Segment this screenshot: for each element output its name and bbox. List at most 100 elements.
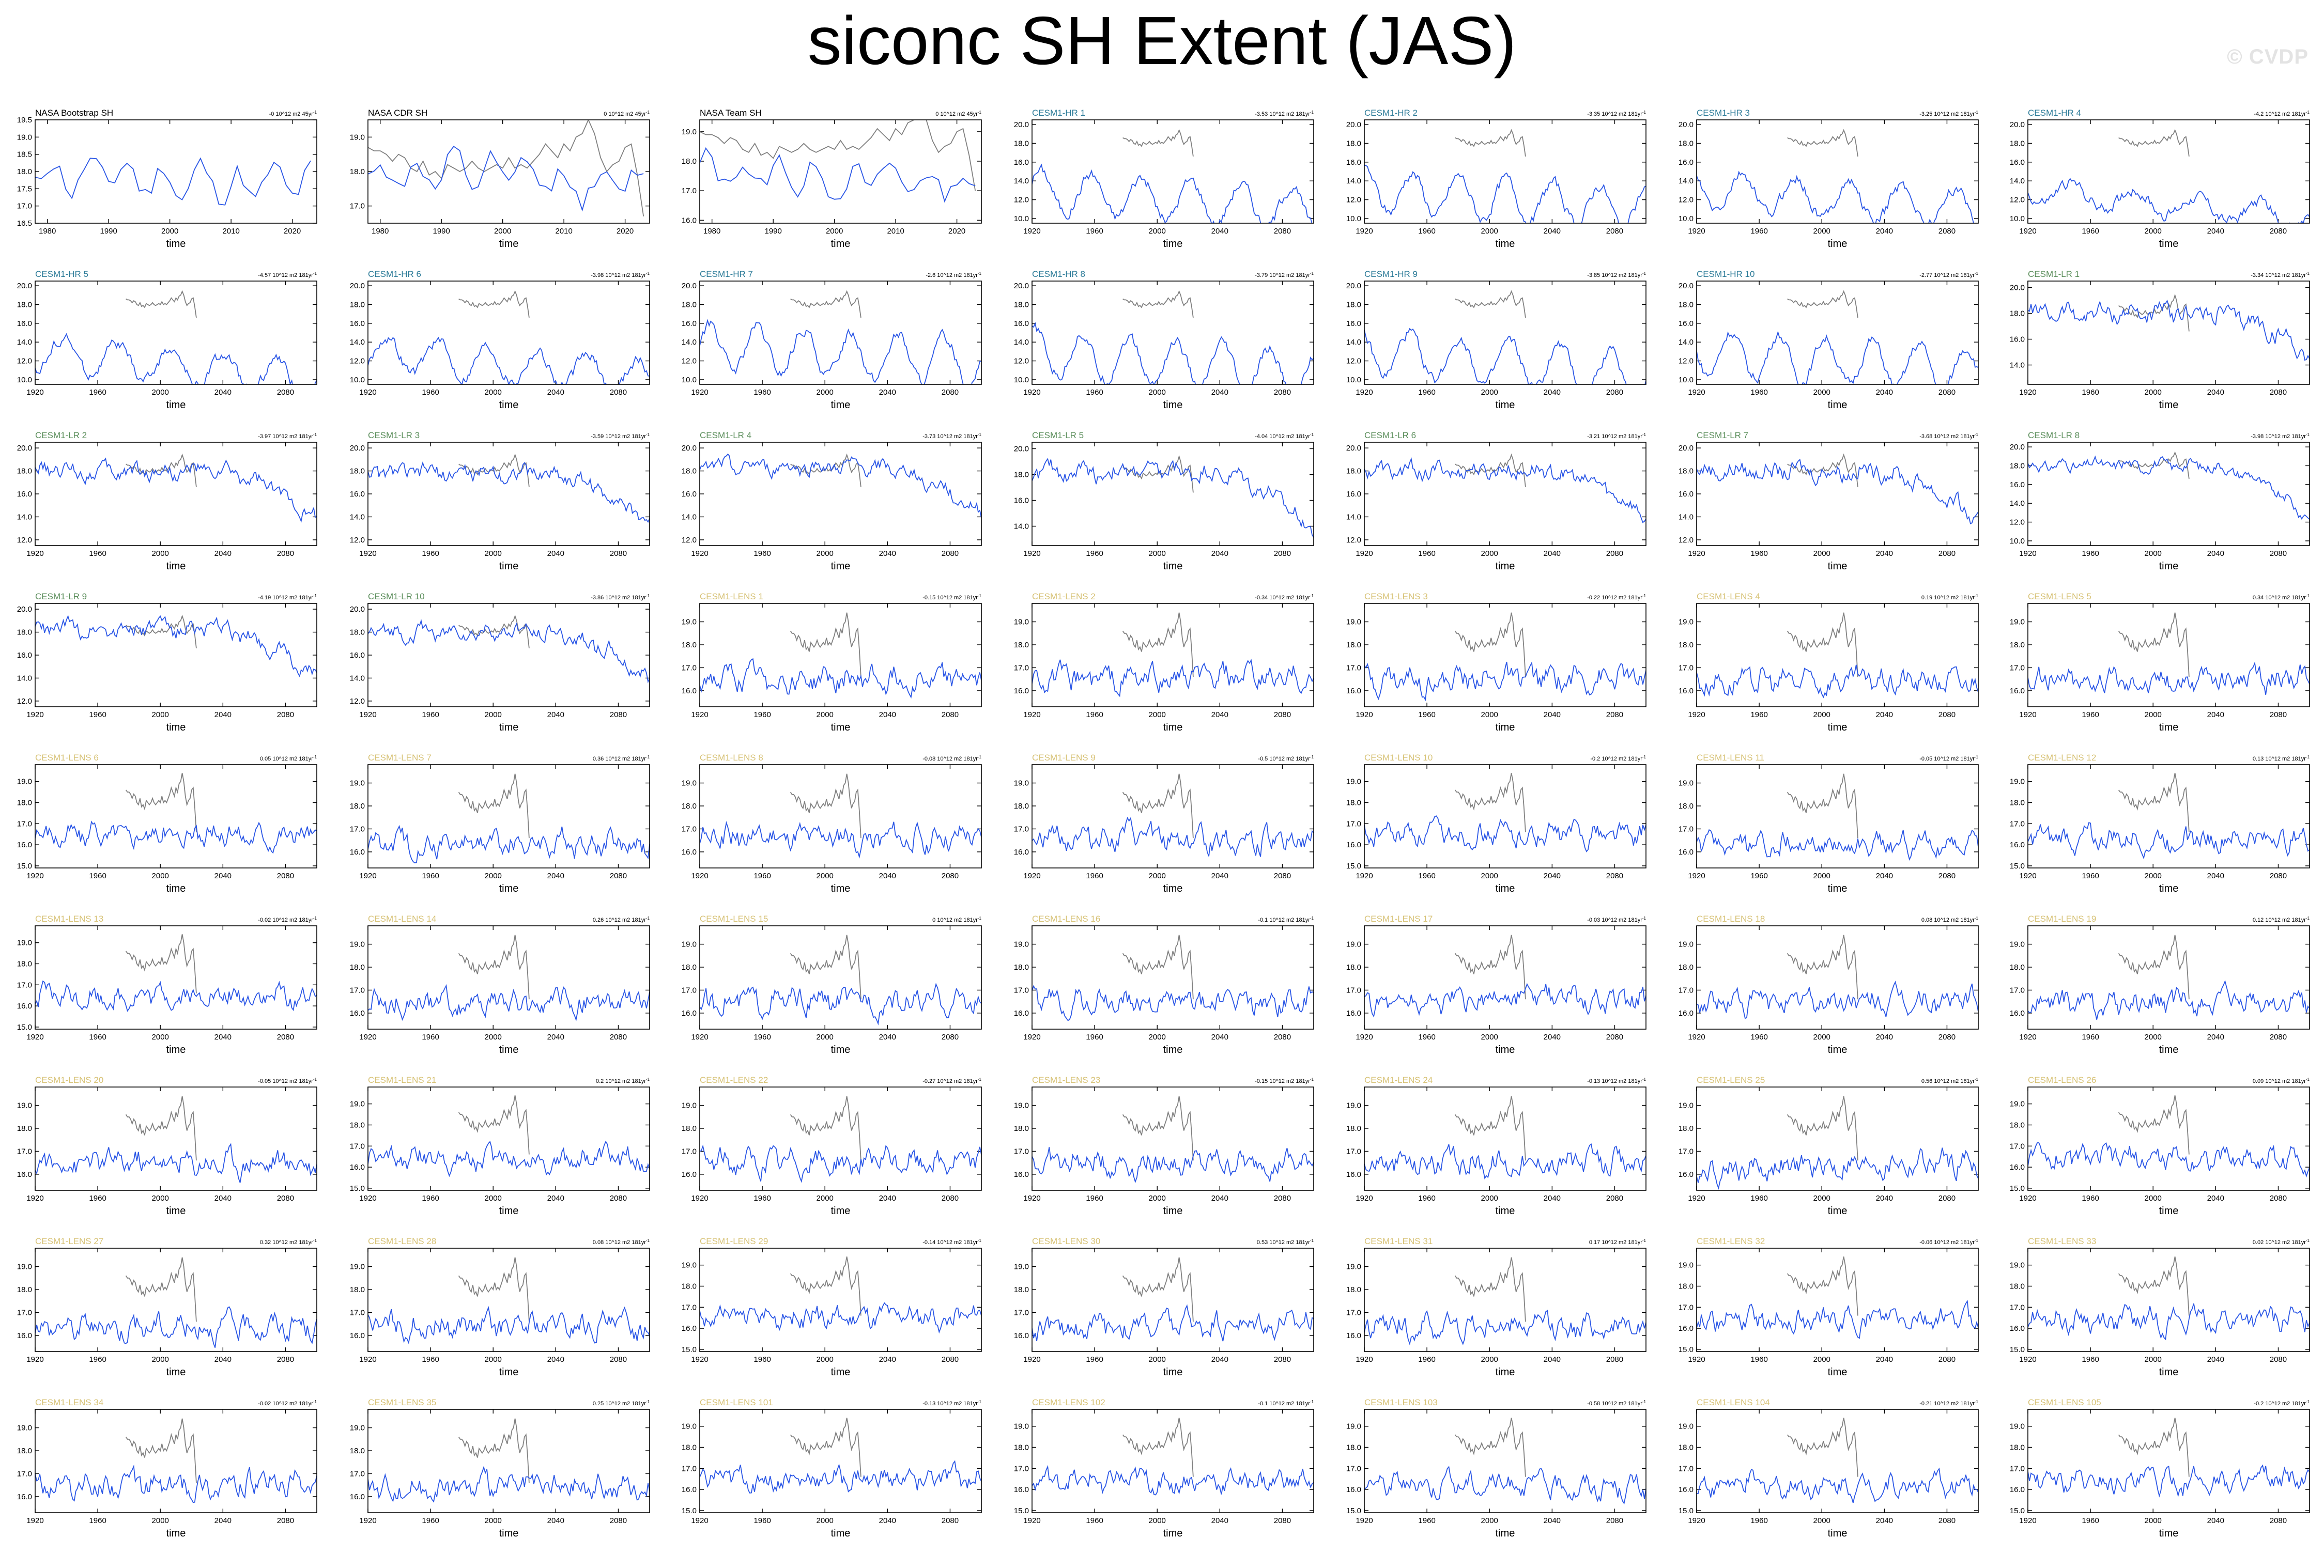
plot-frame — [1032, 925, 1314, 1030]
x-tick-label: 1960 — [753, 388, 771, 397]
observed-series-line — [2118, 293, 2190, 332]
panel-cesm1-lens-3: CESM1-LENS 3 -0.22 10^12 m2 181yr-1 16.0 17… — [1346, 592, 1646, 733]
y-tick-label: 17.0 — [1014, 825, 1029, 833]
x-axis-label: time — [831, 1367, 851, 1378]
x-tick-label: 2080 — [1274, 549, 1291, 558]
plot-frame — [35, 603, 317, 707]
observed-series-line — [458, 773, 530, 839]
y-tick-label: 17.0 — [350, 1469, 365, 1478]
y-tick-label: 12.0 — [1346, 357, 1361, 366]
panel-trend-label: -0.2 10^12 m2 181yr-1 — [2254, 1400, 2310, 1407]
panel-cesm1-lens-23: CESM1-LENS 23 -0.15 10^12 m2 181yr-1 16.0 1… — [1014, 1075, 1314, 1217]
panel-title: CESM1-LENS 30 — [1032, 1236, 1100, 1246]
x-tick-label: 2000 — [485, 388, 502, 397]
panel-cesm1-lr-2: CESM1-LR 2 -3.97 10^12 m2 181yr-1 12.0 14.0… — [17, 430, 317, 572]
plot-frame — [1696, 119, 1979, 224]
x-tick-label: 2000 — [1149, 872, 1166, 880]
panel-title: CESM1-LENS 22 — [700, 1075, 768, 1085]
panel-title: CESM1-HR 5 — [35, 269, 88, 279]
plot-frame — [35, 764, 317, 868]
y-tick-label: 14.0 — [1679, 177, 1694, 185]
x-tick-label: 1960 — [1086, 710, 1103, 719]
panel-cesm1-lens-105: CESM1-LENS 105 -0.2 10^12 m2 181yr-115.01… — [2010, 1398, 2310, 1539]
y-tick-label: 18.0 — [17, 1285, 32, 1294]
x-tick-label: 2000 — [152, 388, 169, 397]
y-tick-label: 19.0 — [350, 1100, 365, 1109]
y-tick-label: 14.0 — [17, 674, 32, 682]
observed-series-line — [2118, 1095, 2190, 1155]
panel-trend-label: 0.05 10^12 m2 181yr-1 — [260, 755, 317, 762]
panel-title: CESM1-LENS 27 — [35, 1236, 103, 1246]
x-tick-label: 1920 — [26, 1355, 43, 1364]
plot-frame — [699, 119, 982, 224]
x-tick-label: 1920 — [691, 388, 708, 397]
observed-series-line — [1454, 1096, 1526, 1161]
x-tick-label: 1980 — [39, 227, 56, 236]
x-axis-label: time — [831, 399, 851, 411]
y-tick-label: 16.0 — [1014, 1170, 1029, 1179]
x-tick-label: 2000 — [152, 710, 169, 719]
x-tick-label: 2080 — [2270, 1516, 2287, 1525]
panel-trend-label: -3.79 10^12 m2 181yr-1 — [1255, 271, 1314, 278]
x-tick-label: 1920 — [1688, 710, 1705, 719]
y-tick-label: 18.0 — [2010, 641, 2025, 649]
observed-series-line — [125, 1418, 197, 1483]
y-tick-label: 18.0 — [1679, 467, 1694, 476]
y-tick-label: 14.0 — [682, 338, 697, 347]
x-tick-label: 2080 — [610, 1516, 627, 1525]
plot-frame — [1032, 119, 1314, 224]
x-tick-label: 1960 — [2082, 1355, 2099, 1364]
x-tick-label: 2040 — [2207, 872, 2224, 880]
model-series-line — [1032, 816, 1314, 857]
y-tick-label: 18.0 — [17, 467, 32, 476]
x-tick-label: 2080 — [277, 1355, 294, 1364]
y-tick-label: 16.0 — [17, 490, 32, 499]
model-series-line — [35, 1306, 317, 1348]
x-tick-label: 2080 — [2270, 388, 2287, 397]
y-tick-label: 16.0 — [682, 319, 697, 328]
x-tick-label: 1960 — [422, 549, 439, 558]
panel-trend-label: -0.27 10^12 m2 181yr-1 — [922, 1077, 981, 1084]
panel-cesm1-lr-3: CESM1-LR 3 -3.59 10^12 m2 181yr-1 12.0 14.0… — [350, 430, 650, 572]
x-axis-label: time — [1496, 1367, 1515, 1378]
y-tick-label: 17.0 — [17, 202, 32, 211]
plot-frame — [1032, 1409, 1314, 1513]
y-tick-label: 10.0 — [1679, 214, 1694, 223]
x-tick-label: 1960 — [2082, 388, 2099, 397]
x-tick-label: 1920 — [26, 1194, 43, 1203]
y-tick-label: 18.0 — [1346, 139, 1361, 148]
x-axis-label: time — [831, 1044, 851, 1055]
x-tick-label: 1920 — [359, 1355, 376, 1364]
x-tick-label: 1920 — [1023, 388, 1040, 397]
y-tick-label: 12.0 — [17, 697, 32, 706]
y-tick-label: 14.0 — [682, 513, 697, 521]
panel-title: NASA Team SH — [700, 108, 762, 118]
x-axis-label: time — [1163, 1528, 1183, 1539]
model-series-line — [2028, 178, 2310, 223]
x-tick-label: 1960 — [422, 1194, 439, 1203]
x-tick-label: 2000 — [1149, 1355, 1166, 1364]
panel-title: CESM1-LENS 105 — [2028, 1398, 2101, 1407]
panel-nasa-cdr-sh: NASA CDR SH 0 10^12 m2 45yr-1 17.0 18.0 19.0… — [350, 108, 650, 250]
observed-series-line — [2118, 1256, 2190, 1316]
x-tick-label: 2080 — [2270, 710, 2287, 719]
x-tick-label: 2080 — [1274, 1194, 1291, 1203]
x-tick-label: 1960 — [422, 710, 439, 719]
y-tick-label: 17.0 — [17, 1147, 32, 1156]
y-tick-label: 16.0 — [1346, 1170, 1361, 1179]
panel-cesm1-lens-12: CESM1-LENS 12 0.13 10^12 m2 181yr-1 15.0 16… — [2010, 753, 2310, 894]
model-series-line — [1697, 1467, 1978, 1503]
plot-frame — [1696, 442, 1979, 546]
y-tick-label: 20.0 — [682, 444, 697, 453]
x-tick-label: 1960 — [1750, 1033, 1767, 1042]
observed-series-line — [1122, 1096, 1194, 1161]
x-tick-label: 2040 — [879, 1355, 896, 1364]
x-tick-label: 1960 — [1418, 1033, 1435, 1042]
panel-title: NASA CDR SH — [368, 108, 427, 118]
x-tick-label: 2000 — [152, 1033, 169, 1042]
y-tick-label: 16.0 — [17, 319, 32, 328]
y-tick-label: 19.0 — [682, 1101, 697, 1110]
y-tick-label: 18.0 — [1346, 467, 1361, 476]
observed-series-line — [1122, 1257, 1194, 1322]
model-series-line — [35, 820, 317, 854]
